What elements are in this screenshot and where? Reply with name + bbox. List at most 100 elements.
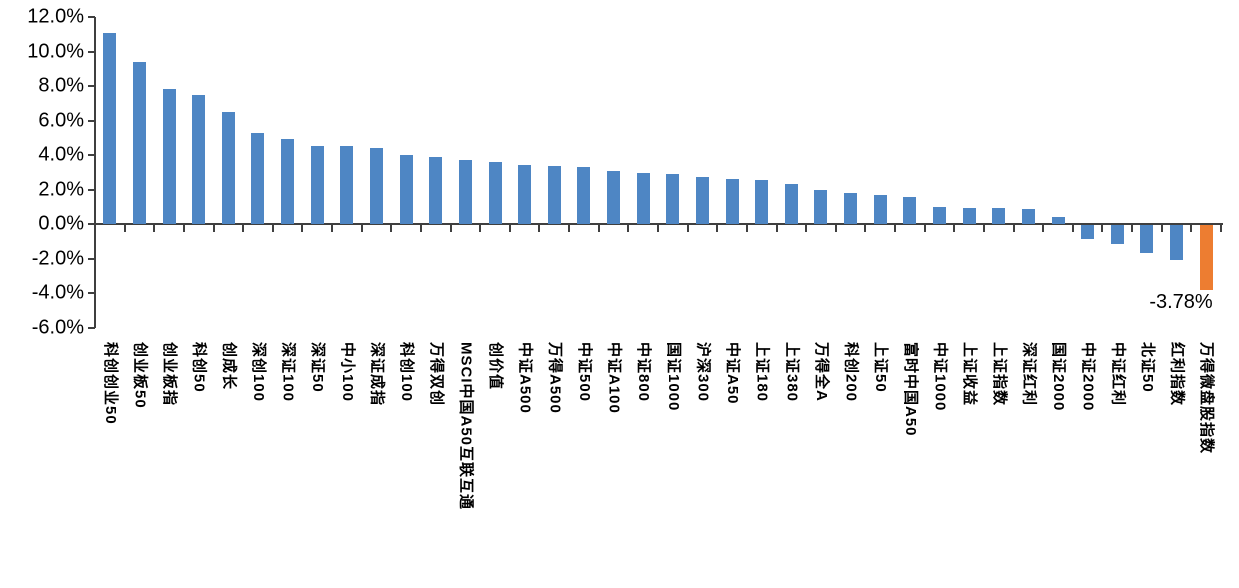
x-tick-mark [360, 225, 363, 232]
x-category-label: 深证50 [309, 342, 327, 393]
bar-万得微盘股指数 [1199, 225, 1213, 291]
bar-深证成指 [370, 148, 383, 224]
x-category-label: 上证180 [753, 342, 771, 403]
bar-中证A50 [725, 179, 739, 224]
bar-国证2000 [1051, 217, 1065, 224]
x-axis-line [94, 223, 1223, 225]
bar-中证红利 [1110, 225, 1124, 244]
x-category-label: 科创200 [842, 342, 860, 403]
x-tick-mark [508, 225, 511, 232]
x-tick-mark [212, 225, 215, 232]
x-tick-mark [1071, 225, 1074, 232]
x-tick-mark [123, 225, 126, 232]
bar-中证2000 [1081, 225, 1095, 239]
x-tick-mark [745, 225, 748, 232]
x-tick-mark [1190, 225, 1193, 232]
y-tick-label: 12.0% [27, 5, 84, 28]
x-category-label: 万得微盘股指数 [1198, 342, 1216, 455]
x-tick-mark [982, 225, 985, 232]
bar-上证380 [784, 184, 798, 224]
y-tick-mark [88, 188, 95, 191]
y-tick-mark [88, 257, 95, 260]
bar-科创100 [399, 155, 413, 224]
y-tick-mark [88, 16, 95, 18]
x-category-label: 富时中国A50 [901, 342, 919, 437]
x-category-label: 中证A100 [605, 342, 623, 414]
bar-深证50 [310, 145, 324, 224]
bar-科创创业50 [103, 32, 117, 224]
bar-科创200 [844, 192, 858, 224]
bar-沪深300 [695, 176, 709, 224]
bar-中证A100 [607, 170, 621, 224]
x-tick-mark [419, 225, 422, 232]
x-tick-mark [686, 225, 689, 232]
x-category-label: 中小100 [338, 342, 356, 403]
y-tick-mark [88, 292, 95, 294]
x-category-label: 中证2000 [1079, 342, 1097, 412]
x-category-label: 上证50 [872, 342, 890, 393]
bar-创成长 [221, 111, 235, 224]
bar-上证50 [873, 194, 887, 224]
x-category-label: 中证A50 [724, 342, 742, 405]
bar-万得双创 [429, 156, 443, 224]
x-tick-mark [538, 225, 541, 232]
x-category-label: 科创创业50 [101, 342, 119, 425]
y-tick-label: 10.0% [27, 40, 84, 62]
x-tick-mark [923, 225, 926, 232]
x-tick-mark [864, 225, 867, 232]
x-category-label: 科创50 [190, 342, 208, 393]
x-tick-mark [657, 225, 659, 232]
y-tick-mark [88, 326, 95, 329]
bar-中证500 [577, 167, 591, 224]
bar-中证A500 [518, 165, 532, 224]
y-tick-label: -6.0% [31, 316, 84, 338]
x-category-label: MSCI中国A50互联互通 [457, 342, 475, 511]
x-category-label: 创业板50 [131, 342, 149, 409]
x-tick-mark [390, 225, 393, 232]
x-category-label: 科创100 [398, 342, 416, 403]
y-tick-mark [88, 154, 95, 156]
y-tick-mark [88, 50, 95, 53]
x-category-label: 万得A500 [546, 342, 564, 414]
x-category-label: 中证500 [575, 342, 593, 403]
x-tick-mark [449, 225, 452, 232]
x-category-label: 北证50 [1138, 342, 1156, 393]
y-tick-label: 6.0% [38, 109, 84, 131]
x-tick-mark [331, 225, 334, 232]
x-tick-mark [1220, 225, 1222, 232]
x-tick-mark [953, 225, 956, 232]
bar-创业板50 [132, 61, 146, 224]
x-tick-mark [1101, 225, 1104, 232]
x-category-label: 万得双创 [427, 342, 445, 407]
bar-国证1000 [666, 173, 680, 224]
x-category-label: 深证成指 [368, 342, 386, 407]
x-tick-mark [1160, 225, 1163, 232]
x-tick-mark [775, 225, 778, 232]
bar-创价值 [488, 161, 502, 224]
x-category-label: 深证100 [279, 342, 297, 403]
x-tick-mark [1131, 225, 1134, 232]
x-tick-mark [1012, 225, 1015, 232]
y-tick-mark [88, 223, 95, 225]
x-tick-mark [94, 225, 96, 232]
x-category-label: 中证1000 [931, 342, 949, 412]
x-tick-mark [479, 225, 482, 232]
bar-中小100 [340, 146, 354, 224]
bar-上证收益 [962, 207, 976, 224]
x-tick-mark [301, 225, 304, 232]
y-tick-label: -2.0% [31, 247, 84, 269]
y-tick-mark [88, 119, 95, 122]
y-tick-label: -4.0% [31, 281, 84, 304]
bar-深证100 [281, 139, 295, 224]
bar-北证50 [1140, 225, 1154, 253]
x-tick-mark [182, 225, 185, 232]
x-tick-mark [597, 225, 600, 232]
bar-上证指数 [992, 208, 1006, 224]
x-tick-mark [1042, 225, 1045, 232]
bar-万得全A [814, 190, 828, 224]
x-category-label: 沪深300 [694, 342, 712, 403]
x-tick-mark [153, 225, 156, 232]
x-category-label: 国证1000 [664, 342, 682, 412]
x-category-label: 万得全A [812, 342, 830, 402]
x-category-label: 深证红利 [1020, 342, 1038, 407]
